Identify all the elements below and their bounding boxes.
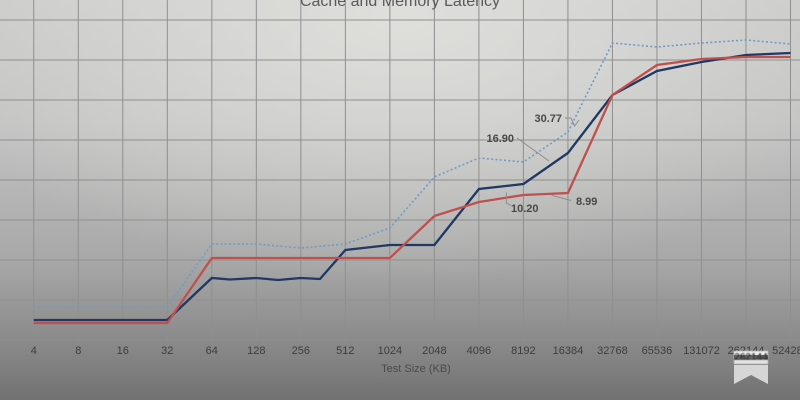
svg-text:10.20: 10.20 [511,203,539,215]
svg-text:16384: 16384 [553,345,584,357]
svg-text:8: 8 [75,345,81,357]
svg-text:2048: 2048 [422,345,446,357]
svg-text:128: 128 [247,345,265,357]
svg-text:1024: 1024 [378,345,402,357]
svg-text:8.99: 8.99 [576,196,597,208]
svg-text:32: 32 [161,345,173,357]
svg-text:256: 256 [292,345,310,357]
svg-text:512: 512 [336,345,354,357]
svg-text:4: 4 [31,345,37,357]
svg-text:8192: 8192 [511,345,535,357]
svg-text:65536: 65536 [642,345,673,357]
svg-text:131072: 131072 [683,345,720,357]
svg-text:4096: 4096 [467,345,491,357]
svg-text:16.90: 16.90 [486,133,514,145]
svg-text:524288: 524288 [772,345,800,357]
svg-text:16: 16 [117,345,129,357]
svg-text:32768: 32768 [597,345,628,357]
svg-text:30.77: 30.77 [534,113,562,125]
svg-text:64: 64 [206,345,218,357]
